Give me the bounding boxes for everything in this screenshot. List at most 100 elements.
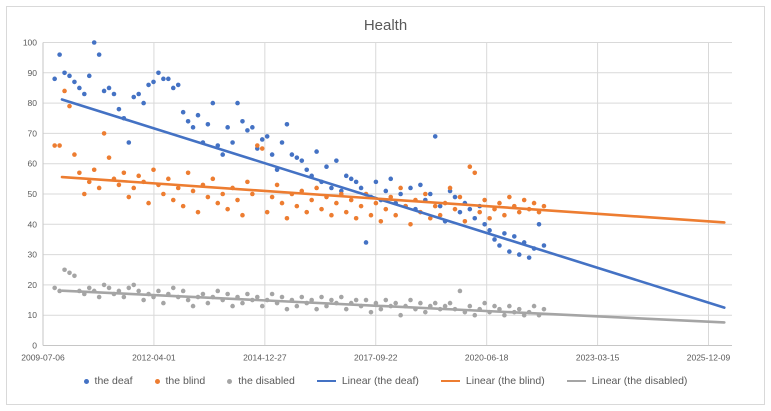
y-tick-label: 0 xyxy=(32,341,37,351)
scatter-point-the-blind xyxy=(383,206,389,212)
scatter-point-the-disabled xyxy=(447,300,453,306)
scatter-point-the-blind xyxy=(388,194,394,200)
scatter-point-the-deaf xyxy=(294,155,300,160)
scatter-point-the-disabled xyxy=(131,282,137,288)
scatter-point-the-blind xyxy=(447,185,453,191)
scatter-point-the-disabled xyxy=(126,285,132,291)
scatter-point-the-deaf xyxy=(353,179,359,185)
scatter-point-the-deaf xyxy=(541,243,547,248)
scatter-point-the-deaf xyxy=(156,70,161,76)
legend-marker-dot-orange xyxy=(154,378,160,384)
scatter-point-the-blind xyxy=(175,185,181,191)
scatter-point-the-blind xyxy=(497,200,502,206)
x-tick-label: 2014-12-27 xyxy=(243,353,287,363)
scatter-point-the-disabled xyxy=(492,303,497,309)
scatter-point-the-deaf xyxy=(427,191,433,197)
legend-marker-dot-gray xyxy=(227,378,233,384)
scatter-point-the-disabled xyxy=(368,309,374,315)
scatter-point-the-disabled xyxy=(141,297,146,303)
scatter-point-the-deaf xyxy=(334,158,339,163)
scatter-point-the-disabled xyxy=(482,300,487,306)
x-tick-label: 2017-09-22 xyxy=(354,353,398,363)
scatter-point-the-disabled xyxy=(269,291,275,297)
scatter-point-the-deaf xyxy=(57,52,62,57)
scatter-point-the-disabled xyxy=(314,306,319,312)
scatter-point-the-deaf xyxy=(175,82,181,88)
scatter-point-the-disabled xyxy=(393,300,398,306)
scatter-point-the-deaf xyxy=(487,228,492,233)
scatter-point-the-deaf xyxy=(170,85,176,91)
scatter-point-the-deaf xyxy=(111,91,117,97)
legend-label: Linear (the disabled) xyxy=(591,375,688,387)
scatter-point-the-disabled xyxy=(230,303,235,309)
chart-area[interactable]: Health 0 10 20 30 40 50 60 70 80 90 100 2009-07-06 2… xyxy=(6,6,765,405)
scatter-point-the-deaf xyxy=(185,118,191,124)
scatter-point-the-deaf xyxy=(259,137,265,142)
scatter-point-the-blind xyxy=(348,197,354,203)
scatter-point-the-disabled xyxy=(408,297,413,303)
scatter-point-the-blind xyxy=(502,212,507,218)
scatter-point-the-blind xyxy=(180,203,186,209)
scatter-point-the-blind xyxy=(334,200,339,206)
scatter-point-the-deaf xyxy=(299,158,305,163)
scatter-point-the-deaf xyxy=(220,152,226,157)
legend-item-the-blind[interactable]: the blind xyxy=(154,375,205,387)
scatter-point-the-deaf xyxy=(329,185,334,191)
scatter-point-the-deaf xyxy=(195,112,201,118)
scatter-point-the-deaf xyxy=(96,52,102,57)
legend-item-linear-the-blind[interactable]: Linear (the blind) xyxy=(440,375,545,387)
y-tick-label: 30 xyxy=(28,250,38,260)
scatter-point-the-blind xyxy=(541,203,547,209)
scatter-point-the-deaf xyxy=(215,143,221,148)
scatter-point-the-deaf xyxy=(284,122,290,127)
x-tick-label: 2025-12-09 xyxy=(687,353,731,363)
y-tick-label: 50 xyxy=(28,189,38,199)
legend-item-the-deaf[interactable]: the deaf xyxy=(83,375,133,387)
scatter-point-the-deaf xyxy=(472,215,478,221)
scatter-point-the-deaf xyxy=(358,185,364,191)
scatter-point-the-deaf xyxy=(86,73,92,79)
scatter-point-the-deaf xyxy=(77,85,82,91)
scatter-point-the-deaf xyxy=(245,128,250,133)
chart-legend: the deaf the blind the disabled Linear (… xyxy=(7,375,764,387)
scatter-point-the-blind xyxy=(531,200,537,206)
y-tick-label: 40 xyxy=(28,219,38,229)
scatter-point-the-deaf xyxy=(210,100,216,106)
scatter-point-the-blind xyxy=(398,185,403,191)
scatter-point-the-blind xyxy=(106,155,112,160)
scatter-point-the-disabled xyxy=(319,294,324,300)
y-tick-label: 60 xyxy=(28,159,38,169)
legend-marker-line-blue xyxy=(316,379,336,383)
scatter-point-the-disabled xyxy=(96,294,102,300)
scatter-point-the-disabled xyxy=(121,294,127,300)
scatter-point-the-blind xyxy=(264,209,270,215)
chart-title: Health xyxy=(363,17,408,34)
scatter-point-the-deaf xyxy=(116,106,122,112)
legend-item-linear-the-disabled[interactable]: Linear (the disabled) xyxy=(566,375,688,387)
scatter-point-the-blind xyxy=(368,212,374,218)
scatter-point-the-blind xyxy=(215,200,221,206)
legend-item-the-disabled[interactable]: the disabled xyxy=(227,375,295,387)
scatter-point-the-disabled xyxy=(259,303,265,309)
scatter-point-the-blind xyxy=(210,176,216,182)
x-tick-label: 2012-04-01 xyxy=(132,353,176,363)
scatter-point-the-blind xyxy=(77,170,82,176)
legend-item-linear-the-deaf[interactable]: Linear (the deaf) xyxy=(316,375,419,387)
scatter-point-the-disabled xyxy=(383,297,389,303)
scatter-point-the-blind xyxy=(250,191,255,197)
scatter-point-the-blind xyxy=(437,212,443,218)
scatter-point-the-disabled xyxy=(507,303,512,309)
scatter-point-the-disabled xyxy=(516,306,522,312)
scatter-point-the-blind xyxy=(136,173,141,179)
scatter-point-the-disabled xyxy=(245,291,250,297)
scatter-point-the-deaf xyxy=(264,134,270,139)
scatter-point-the-blind xyxy=(343,209,349,215)
scatter-point-the-disabled xyxy=(185,297,191,303)
scatter-point-the-blind xyxy=(96,185,102,191)
scatter-point-the-blind xyxy=(309,197,314,203)
scatter-point-the-disabled xyxy=(180,288,186,294)
scatter-point-the-disabled xyxy=(457,288,463,294)
scatter-point-the-deaf xyxy=(324,164,329,170)
legend-marker-line-orange xyxy=(440,379,460,383)
scatter-point-the-blind xyxy=(126,194,132,200)
